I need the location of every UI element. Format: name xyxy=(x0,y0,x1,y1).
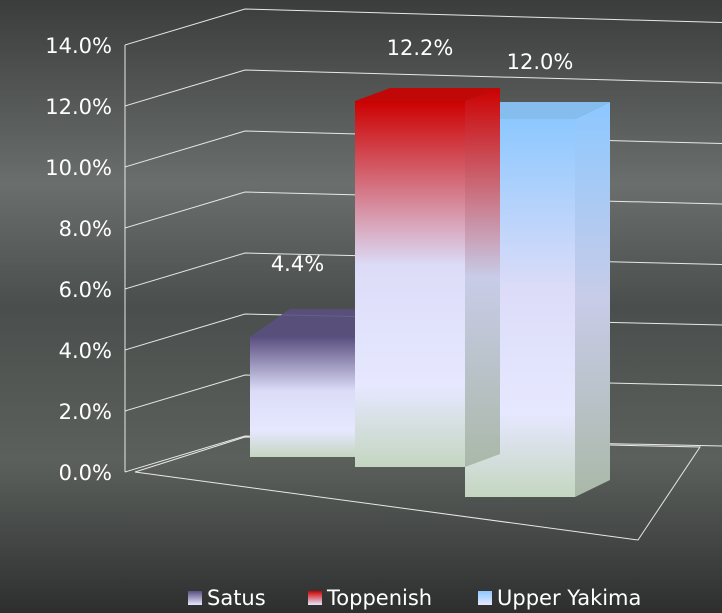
grid-line xyxy=(124,8,722,46)
legend-swatch xyxy=(308,591,322,605)
y-tick-label: 0.0% xyxy=(59,461,112,485)
y-tick-label: 14.0% xyxy=(45,34,112,58)
value-label: 4.4% xyxy=(271,252,324,276)
y-tick-label: 12.0% xyxy=(45,95,112,119)
y-tick-label: 4.0% xyxy=(59,339,112,363)
bar-side xyxy=(465,88,500,467)
y-tick-label: 10.0% xyxy=(45,156,112,180)
value-label: 12.0% xyxy=(507,50,574,74)
y-tick-label: 2.0% xyxy=(59,400,112,424)
legend-label: Toppenish xyxy=(326,586,432,610)
floor xyxy=(134,436,701,541)
y-tick-label: 8.0% xyxy=(59,217,112,241)
value-label: 12.2% xyxy=(387,36,454,60)
grid-line xyxy=(124,69,722,107)
bar-side xyxy=(575,102,610,497)
bar-front xyxy=(355,101,465,467)
legend-label: Upper Yakima xyxy=(497,586,641,610)
bar-top xyxy=(355,88,500,101)
y-tick-label: 6.0% xyxy=(59,278,112,302)
bar-top xyxy=(465,102,610,119)
legend-swatch xyxy=(188,591,202,605)
legend-swatch xyxy=(478,591,492,605)
bar-front xyxy=(250,336,355,457)
bar xyxy=(355,88,500,467)
legend-label: Satus xyxy=(207,586,266,610)
